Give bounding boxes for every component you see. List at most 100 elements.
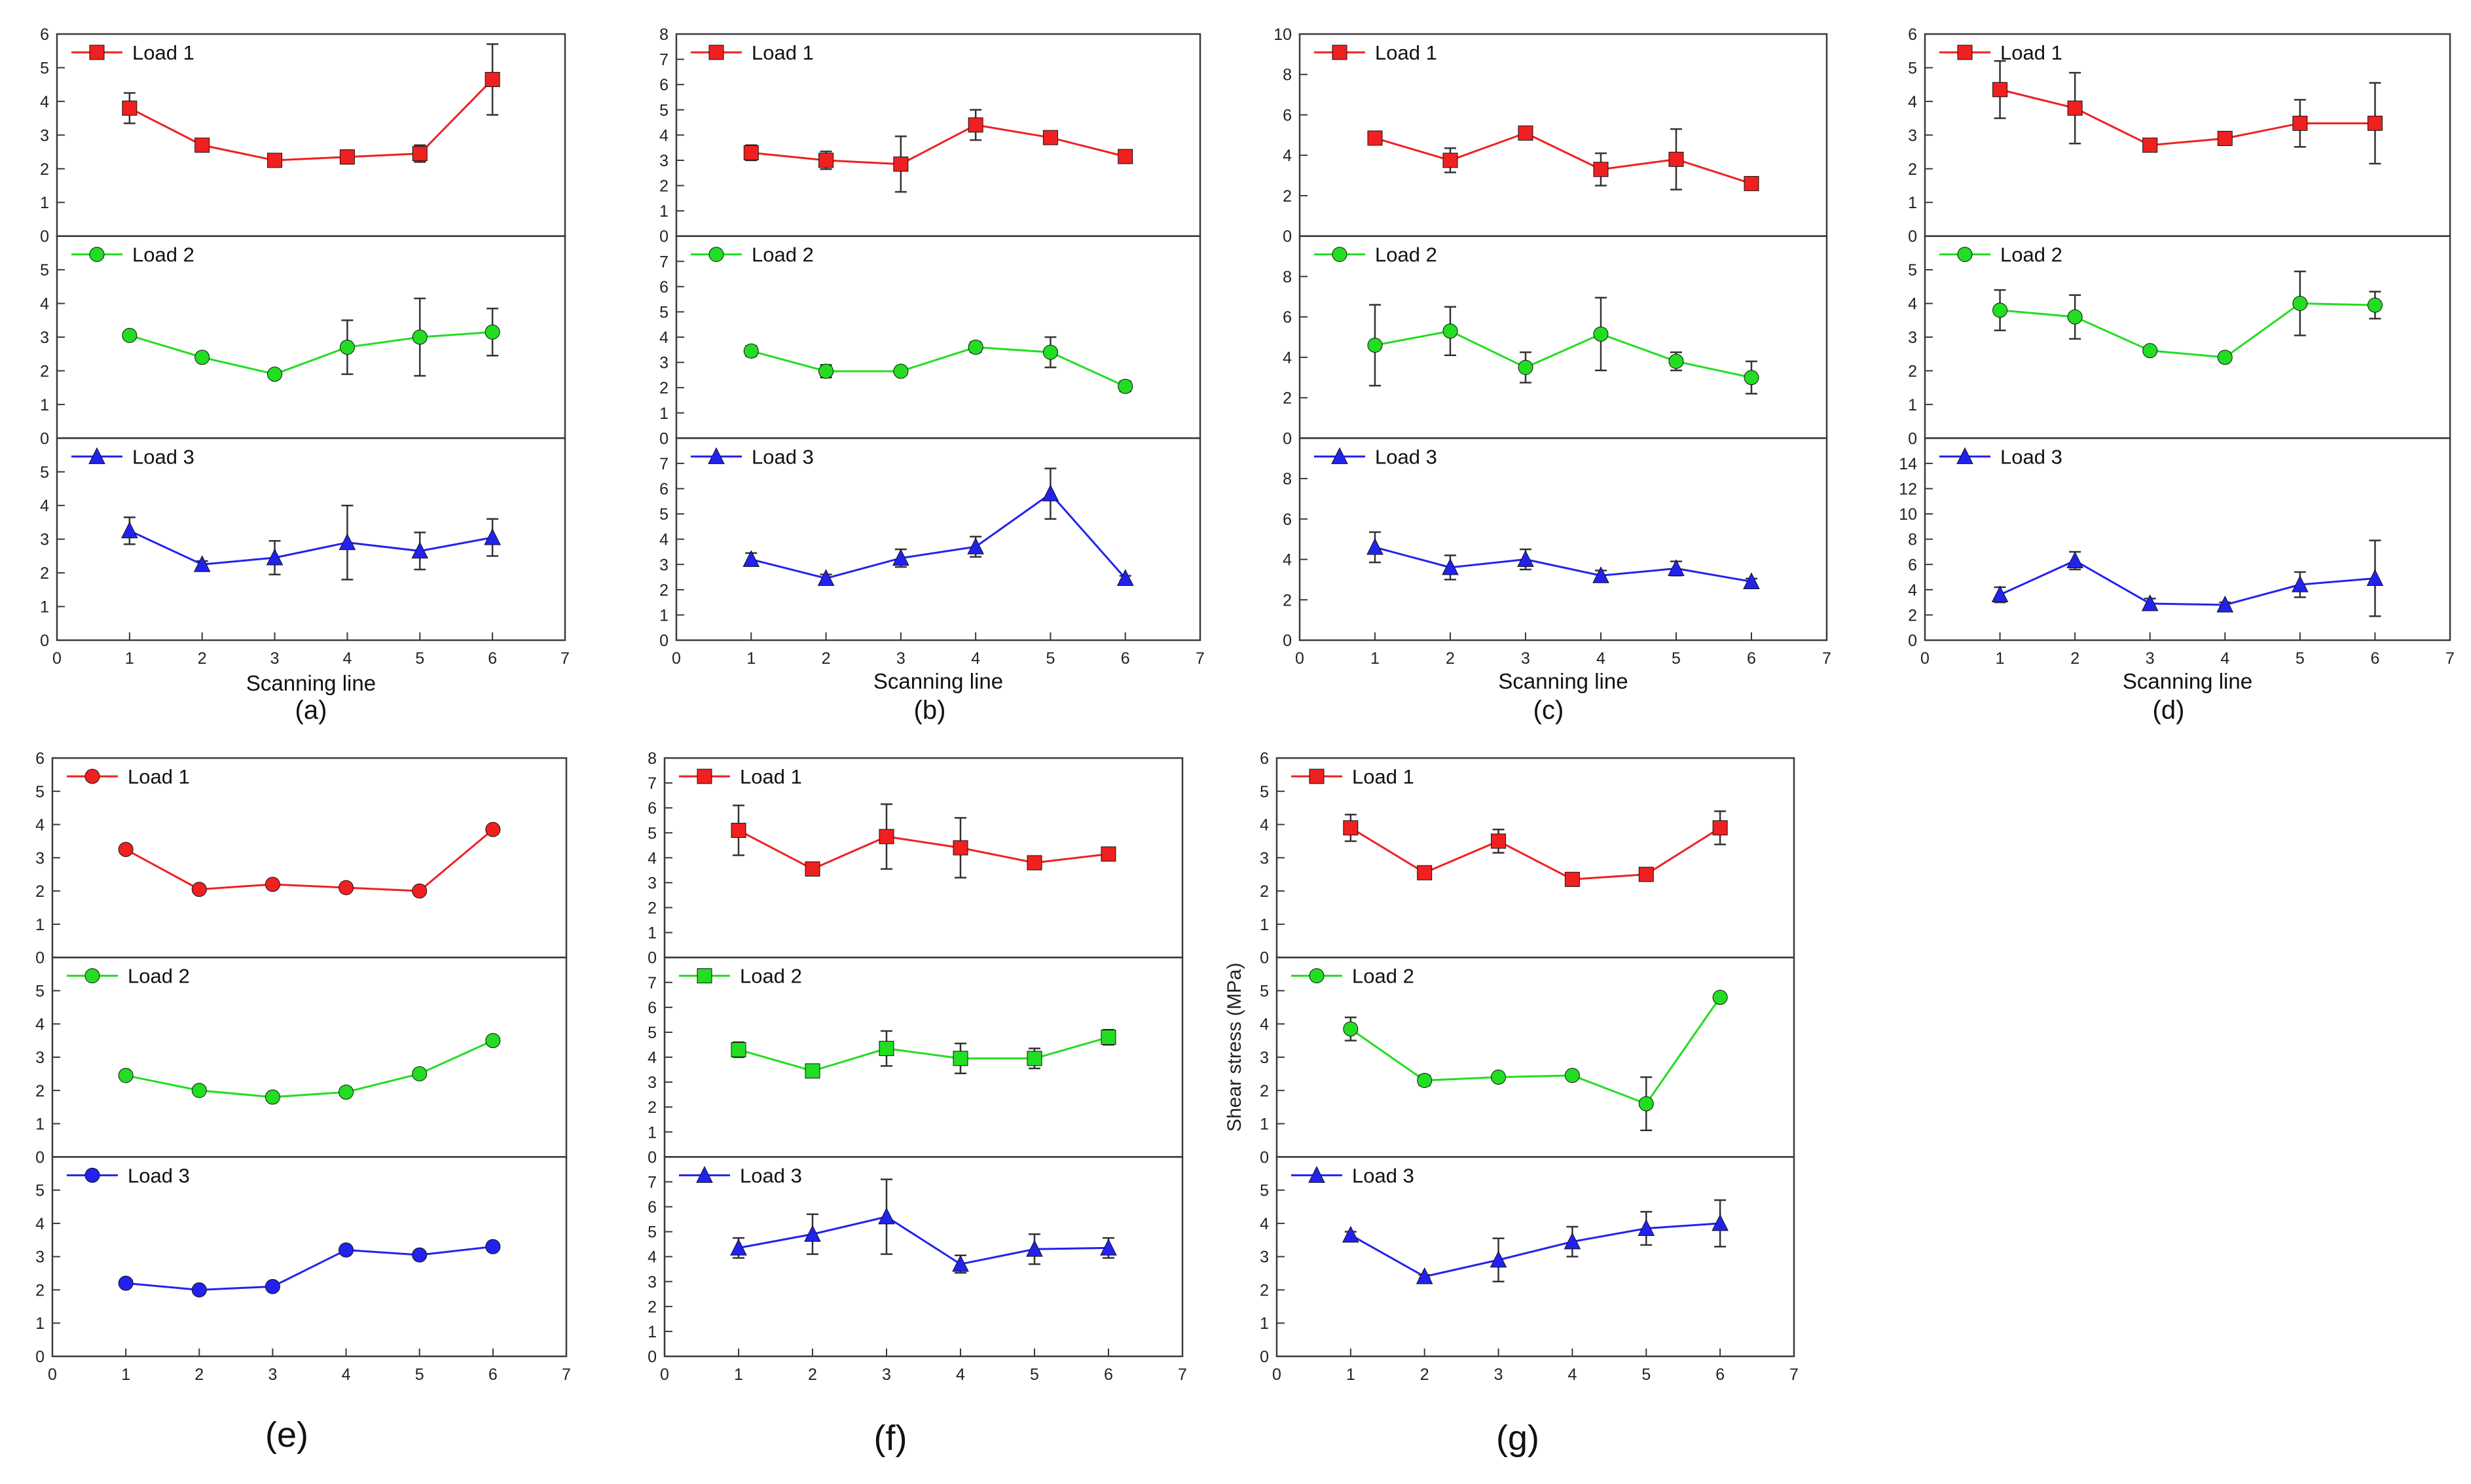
- data-point: [411, 541, 429, 559]
- y-tick-label: 5: [659, 505, 668, 524]
- subplot: 0 2 4 6 8 Load 3: [1283, 437, 1828, 650]
- y-tick-label: 1: [659, 202, 668, 221]
- data-point: [805, 1063, 820, 1079]
- chart-panel: 0 1 2 3 4 5 6 Load 1 0 1 2 3 4 5 Load 2 0 1 2 3 4 5 Load 3 0 1 2…: [1224, 750, 1799, 1458]
- y-tick-label: 3: [1908, 329, 1917, 347]
- y-tick-label: 5: [40, 59, 49, 77]
- legend-label: Load 3: [128, 1164, 190, 1187]
- data-point: [412, 146, 428, 162]
- y-tick-label: 2: [1908, 362, 1917, 380]
- y-tick-label: 1: [659, 405, 668, 423]
- y-tick-label: 2: [1283, 187, 1292, 206]
- y-tick-label: 0: [40, 632, 49, 650]
- data-point: [879, 829, 894, 844]
- data-point: [485, 1033, 501, 1049]
- x-axis-label: Scanning line: [246, 671, 376, 695]
- data-point: [1042, 344, 1058, 360]
- data-point: [2142, 343, 2158, 359]
- y-tick-label: 0: [35, 1348, 45, 1366]
- y-tick-label: 0: [40, 429, 49, 448]
- x-tick-label: 2: [1420, 1366, 1429, 1384]
- legend-marker: [708, 447, 725, 464]
- data-point: [118, 842, 134, 858]
- x-tick-label: 5: [1641, 1366, 1651, 1384]
- y-tick-label: 6: [648, 1199, 657, 1217]
- legend: Load 1: [71, 41, 194, 64]
- legend: Load 1: [1291, 765, 1414, 788]
- y-tick-label: 5: [648, 824, 657, 842]
- plot-frame: [675, 437, 1201, 642]
- panel-label: (c): [1533, 696, 1564, 725]
- data-point: [1668, 353, 1684, 369]
- legend-label: Load 2: [1375, 244, 1437, 266]
- data-point: [118, 1275, 134, 1291]
- plot-frame: [56, 33, 566, 237]
- y-tick-label: 4: [648, 1049, 657, 1067]
- y-tick-label: 0: [40, 228, 49, 246]
- y-tick-label: 4: [659, 531, 668, 549]
- legend: Load 1: [1314, 41, 1437, 64]
- data-point: [484, 528, 501, 545]
- plot-frame: [1924, 235, 2451, 439]
- y-tick-label: 0: [659, 632, 668, 650]
- legend-label: Load 3: [1375, 445, 1437, 468]
- data-point: [339, 533, 356, 551]
- data-point: [1116, 569, 1134, 586]
- plot-frame: [1924, 437, 2451, 642]
- y-tick-label: 1: [40, 396, 49, 414]
- y-tick-label: 5: [1260, 783, 1269, 801]
- legend-marker: [1332, 247, 1347, 262]
- x-tick-label: 0: [672, 649, 681, 668]
- y-tick-label: 6: [1260, 750, 1269, 768]
- data-point: [1442, 558, 1459, 575]
- legend-marker: [697, 968, 712, 984]
- legend-marker: [84, 968, 100, 984]
- y-tick-label: 2: [1260, 882, 1269, 901]
- x-tick-label: 4: [1596, 649, 1605, 668]
- data-point: [1638, 1096, 1654, 1112]
- y-tick-label: 2: [648, 899, 657, 918]
- data-point: [1992, 82, 2008, 98]
- y-tick-label: 7: [648, 974, 657, 992]
- data-point: [485, 1239, 501, 1254]
- legend-marker: [1309, 968, 1325, 984]
- y-tick-label: 4: [659, 126, 668, 145]
- data-point: [2141, 594, 2159, 611]
- chart-panel: 0 1 2 3 4 5 6 Load 1 0 1 2 3 4 5 Load 2 0 1 2 3 4 5 Load 3 0 1 2…: [40, 26, 570, 725]
- y-tick-label: 8: [648, 750, 657, 768]
- x-tick-label: 1: [1996, 649, 2005, 668]
- data-point: [1101, 846, 1116, 862]
- data-point: [1118, 149, 1133, 164]
- x-axis-label: Scanning line: [1498, 669, 1628, 693]
- x-tick-label: 1: [746, 649, 756, 668]
- data-point: [1991, 585, 2009, 603]
- data-point: [1638, 867, 1654, 882]
- series-line: [1350, 1222, 1721, 1278]
- y-tick-label: 3: [648, 1074, 657, 1092]
- subplot: 0 1 2 3 4 5 6 7 Load 3: [648, 1156, 1184, 1366]
- data-point: [1744, 370, 1759, 386]
- legend-marker: [89, 45, 105, 60]
- data-point: [1744, 175, 1759, 191]
- x-tick-label: 2: [2070, 649, 2079, 668]
- chart-panel: 0 2 4 6 8 10 Load 1 0 2 4 6 8 Load 2 0 2 4 6 8 Load 3 0 1 2 3 4…: [1273, 26, 1831, 725]
- legend-label: Load 1: [132, 41, 194, 64]
- y-tick-label: 10: [1899, 505, 1917, 524]
- series-line: [125, 1040, 494, 1098]
- legend-label: Load 1: [740, 765, 802, 788]
- y-tick-label: 4: [648, 1248, 657, 1267]
- x-tick-label: 0: [1272, 1366, 1281, 1384]
- y-tick-label: 6: [40, 26, 49, 44]
- y-axis-label: Shear stress (MPa): [1224, 963, 1245, 1132]
- data-point: [893, 156, 909, 172]
- data-point: [412, 1247, 428, 1263]
- x-axis-label: Scanning line: [873, 669, 1003, 693]
- subplot: 0 1 2 3 4 5 6 7 Load 2: [659, 235, 1201, 448]
- data-point: [2067, 100, 2083, 116]
- y-tick-label: 5: [659, 303, 668, 321]
- data-point: [952, 1254, 969, 1272]
- y-tick-label: 1: [648, 924, 657, 943]
- data-point: [1100, 1239, 1117, 1256]
- data-point: [194, 350, 210, 365]
- y-tick-label: 6: [35, 750, 45, 768]
